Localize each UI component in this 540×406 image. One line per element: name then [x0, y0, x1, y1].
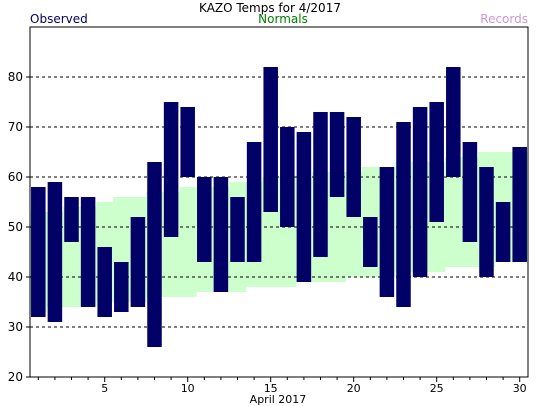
y-tick-label-50: 50 — [8, 220, 23, 234]
observed-bars — [31, 67, 527, 347]
x-tick-label-15: 15 — [264, 382, 278, 395]
observed-bar-day-9 — [163, 102, 179, 237]
observed-bar-day-18 — [313, 112, 328, 257]
observed-bar-day-21 — [363, 217, 378, 267]
y-tick-label-20: 20 — [8, 370, 23, 384]
x-tick-label-25: 25 — [430, 382, 444, 395]
observed-bar-day-1 — [31, 187, 46, 317]
x-axis-label: April 2017 — [250, 393, 307, 406]
observed-bar-day-25 — [429, 102, 444, 222]
observed-bar-day-4 — [80, 197, 96, 307]
x-tick-label-30: 30 — [513, 382, 527, 395]
observed-bar-day-22 — [379, 167, 395, 297]
chart-title: KAZO Temps for 4/2017 — [199, 1, 341, 15]
x-tick-label-20: 20 — [347, 382, 361, 395]
y-tick-label-80: 80 — [8, 70, 23, 84]
observed-bar-day-11 — [197, 177, 212, 262]
observed-bar-day-27 — [462, 142, 478, 242]
observed-bar-day-19 — [329, 112, 345, 197]
y-axis: 20 30 40 50 60 70 80 — [8, 70, 30, 384]
observed-bar-day-26 — [446, 67, 461, 177]
observed-bar-day-28 — [479, 167, 494, 277]
observed-bar-day-10 — [180, 107, 195, 177]
observed-bar-day-17 — [296, 132, 312, 282]
observed-bar-day-14 — [246, 142, 262, 262]
observed-bar-day-12 — [213, 177, 229, 292]
observed-bar-day-16 — [280, 127, 295, 227]
legend-observed: Observed — [30, 12, 88, 26]
observed-bar-day-20 — [346, 117, 361, 217]
y-tick-label-40: 40 — [8, 270, 23, 284]
y-tick-label-30: 30 — [8, 320, 23, 334]
observed-bar-day-6 — [114, 262, 129, 312]
observed-bar-day-23 — [396, 122, 411, 307]
observed-bar-day-13 — [230, 197, 245, 262]
observed-bar-day-2 — [47, 182, 63, 322]
observed-bar-day-30 — [512, 147, 527, 262]
y-tick-label-60: 60 — [8, 170, 23, 184]
observed-bar-day-15 — [263, 67, 278, 212]
x-tick-label-10: 10 — [181, 382, 195, 395]
observed-bar-day-7 — [130, 217, 146, 307]
normal-range-day-10 — [179, 187, 197, 297]
y-tick-label-70: 70 — [8, 120, 23, 134]
normal-range-day-26 — [445, 157, 463, 267]
observed-bar-day-8 — [147, 162, 162, 347]
observed-bar-day-29 — [495, 202, 511, 262]
plot-frame — [29, 26, 529, 378]
legend-normals: Normals — [258, 12, 308, 26]
observed-bar-day-5 — [97, 247, 112, 317]
x-axis: 5 10 15 20 25 30 — [37, 377, 527, 395]
legend-records: Records — [480, 12, 528, 26]
gridlines — [30, 76, 528, 328]
x-tick-label-5: 5 — [101, 382, 108, 395]
observed-bar-day-3 — [64, 197, 79, 242]
observed-bar-day-24 — [412, 107, 428, 277]
